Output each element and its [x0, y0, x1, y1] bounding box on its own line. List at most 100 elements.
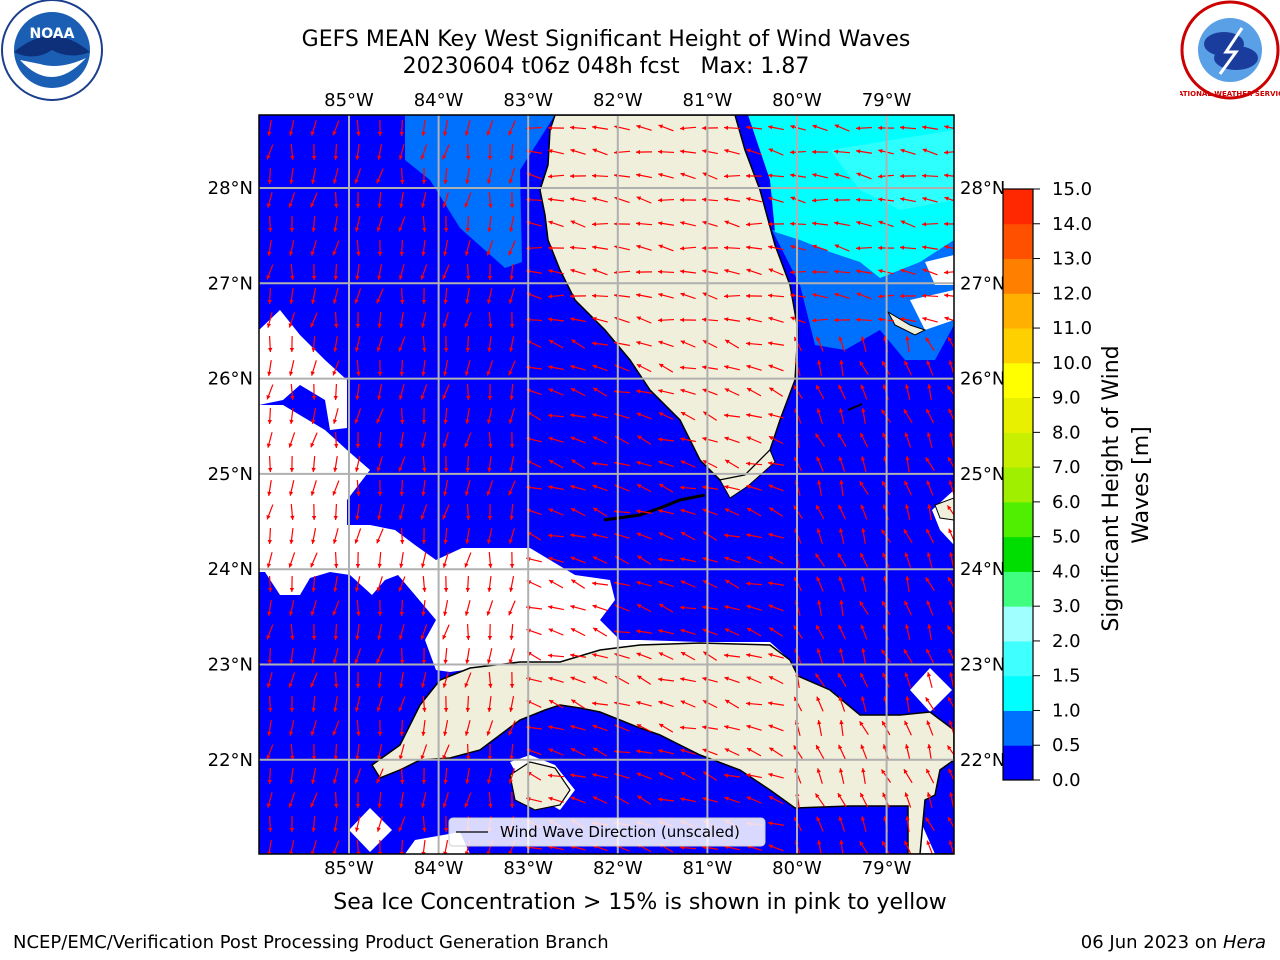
wave-arrow: [311, 408, 317, 424]
wave-arrow: [548, 459, 564, 469]
wave-arrow: [267, 240, 272, 256]
wave-arrow: [377, 791, 382, 809]
wave-arrow: [354, 168, 362, 184]
wave-arrow: [680, 292, 696, 300]
wave-arrow: [289, 575, 295, 593]
wave-arrow: [333, 696, 338, 712]
wave-arrow: [746, 364, 762, 371]
wave-arrow: [289, 215, 295, 233]
wave-arrow: [591, 701, 609, 706]
wave-arrow: [267, 407, 272, 425]
wave-arrow: [724, 748, 740, 756]
wave-arrow: [487, 623, 493, 641]
wave-arrow: [657, 677, 675, 682]
grid-lines: [259, 115, 954, 854]
wave-arrow: [290, 503, 295, 521]
wave-arrow: [509, 191, 515, 209]
wave-arrow: [508, 480, 516, 496]
wave-arrow: [465, 335, 470, 353]
wave-arrow: [289, 527, 294, 545]
wave-arrow: [333, 383, 338, 401]
wave-arrow: [377, 624, 383, 640]
wave-arrow: [487, 263, 493, 281]
wave-arrow: [658, 603, 674, 613]
wave-arrow: [702, 628, 718, 636]
wave-arrow: [837, 552, 847, 568]
wave-arrow: [944, 124, 954, 130]
wave-arrow: [547, 197, 565, 202]
wave-arrow: [592, 245, 608, 250]
wave-arrow: [837, 792, 847, 808]
wave-arrow: [422, 695, 427, 713]
wave-arrow: [636, 435, 652, 445]
wave-arrow: [926, 552, 933, 568]
wave-arrow: [702, 339, 718, 349]
legend-label: Wind Wave Direction (unscaled): [500, 823, 740, 841]
wave-arrow: [334, 551, 339, 569]
wave-arrow: [860, 624, 868, 640]
wave-arrow: [592, 412, 608, 419]
wave-arrow: [904, 360, 912, 376]
wave-arrow: [310, 240, 317, 256]
wave-arrow: [311, 743, 317, 761]
wave-arrow: [925, 648, 935, 664]
wave-arrow: [400, 287, 405, 305]
wave-arrow: [636, 509, 652, 514]
colorbar-segment: [1003, 189, 1033, 225]
wave-arrow: [356, 119, 361, 137]
wave-arrow: [838, 768, 845, 784]
wave-arrow: [486, 120, 494, 136]
wave-arrow: [508, 120, 516, 136]
lon-label-top: 79°W: [862, 90, 912, 111]
wave-arrow: [768, 484, 784, 492]
colorbar-segment: [1003, 397, 1033, 433]
wave-arrow: [442, 504, 450, 520]
wave-arrow: [354, 216, 361, 232]
colorbar-segment: [1003, 675, 1033, 711]
wave-arrow: [834, 124, 850, 132]
wave-arrow: [859, 792, 869, 808]
wave-arrow: [812, 292, 828, 299]
wave-arrow: [288, 312, 296, 328]
wave-arrow: [724, 628, 740, 636]
wave-arrow: [420, 792, 427, 808]
wave-arrow: [356, 599, 361, 617]
wave-arrow: [925, 768, 935, 784]
wave-arrow: [900, 148, 916, 155]
colorbar-tick-label: 1.5: [1052, 666, 1081, 687]
wave-arrow: [768, 724, 784, 732]
wave-arrow: [636, 700, 652, 707]
wave-arrow: [443, 815, 449, 833]
wave-arrow: [443, 720, 449, 736]
wave-arrow: [701, 245, 719, 251]
wave-arrow: [768, 245, 784, 251]
wave-arrow: [311, 768, 317, 784]
wave-arrow: [486, 480, 494, 496]
lat-label-left: 27°N: [208, 273, 253, 294]
wave-arrow: [943, 150, 954, 155]
wave-arrow: [768, 507, 784, 517]
wave-arrow: [745, 245, 763, 250]
wave-arrow: [311, 288, 317, 304]
wave-arrow: [949, 552, 954, 568]
wave-arrow: [768, 844, 784, 852]
wave-arrow: [723, 294, 741, 299]
wave-arrow: [465, 408, 470, 424]
wave-arrow: [570, 627, 586, 637]
wave-arrow: [860, 576, 867, 592]
wave-arrow: [488, 671, 493, 689]
wave-arrow: [548, 748, 564, 756]
wave-arrow: [838, 384, 846, 400]
wave-arrow: [815, 624, 825, 640]
wave-arrow: [680, 172, 696, 180]
wave-arrow: [570, 533, 586, 538]
wave-arrow: [658, 412, 674, 420]
colorbar-segment: [1003, 536, 1033, 572]
wave-arrow: [834, 292, 850, 299]
wave-zone-ne-peak: [830, 130, 954, 210]
wave-arrow: [724, 388, 740, 396]
wave-arrow: [466, 383, 471, 401]
wave-arrow: [377, 359, 383, 377]
wave-arrow: [724, 604, 740, 611]
wave-arrow: [332, 408, 339, 424]
